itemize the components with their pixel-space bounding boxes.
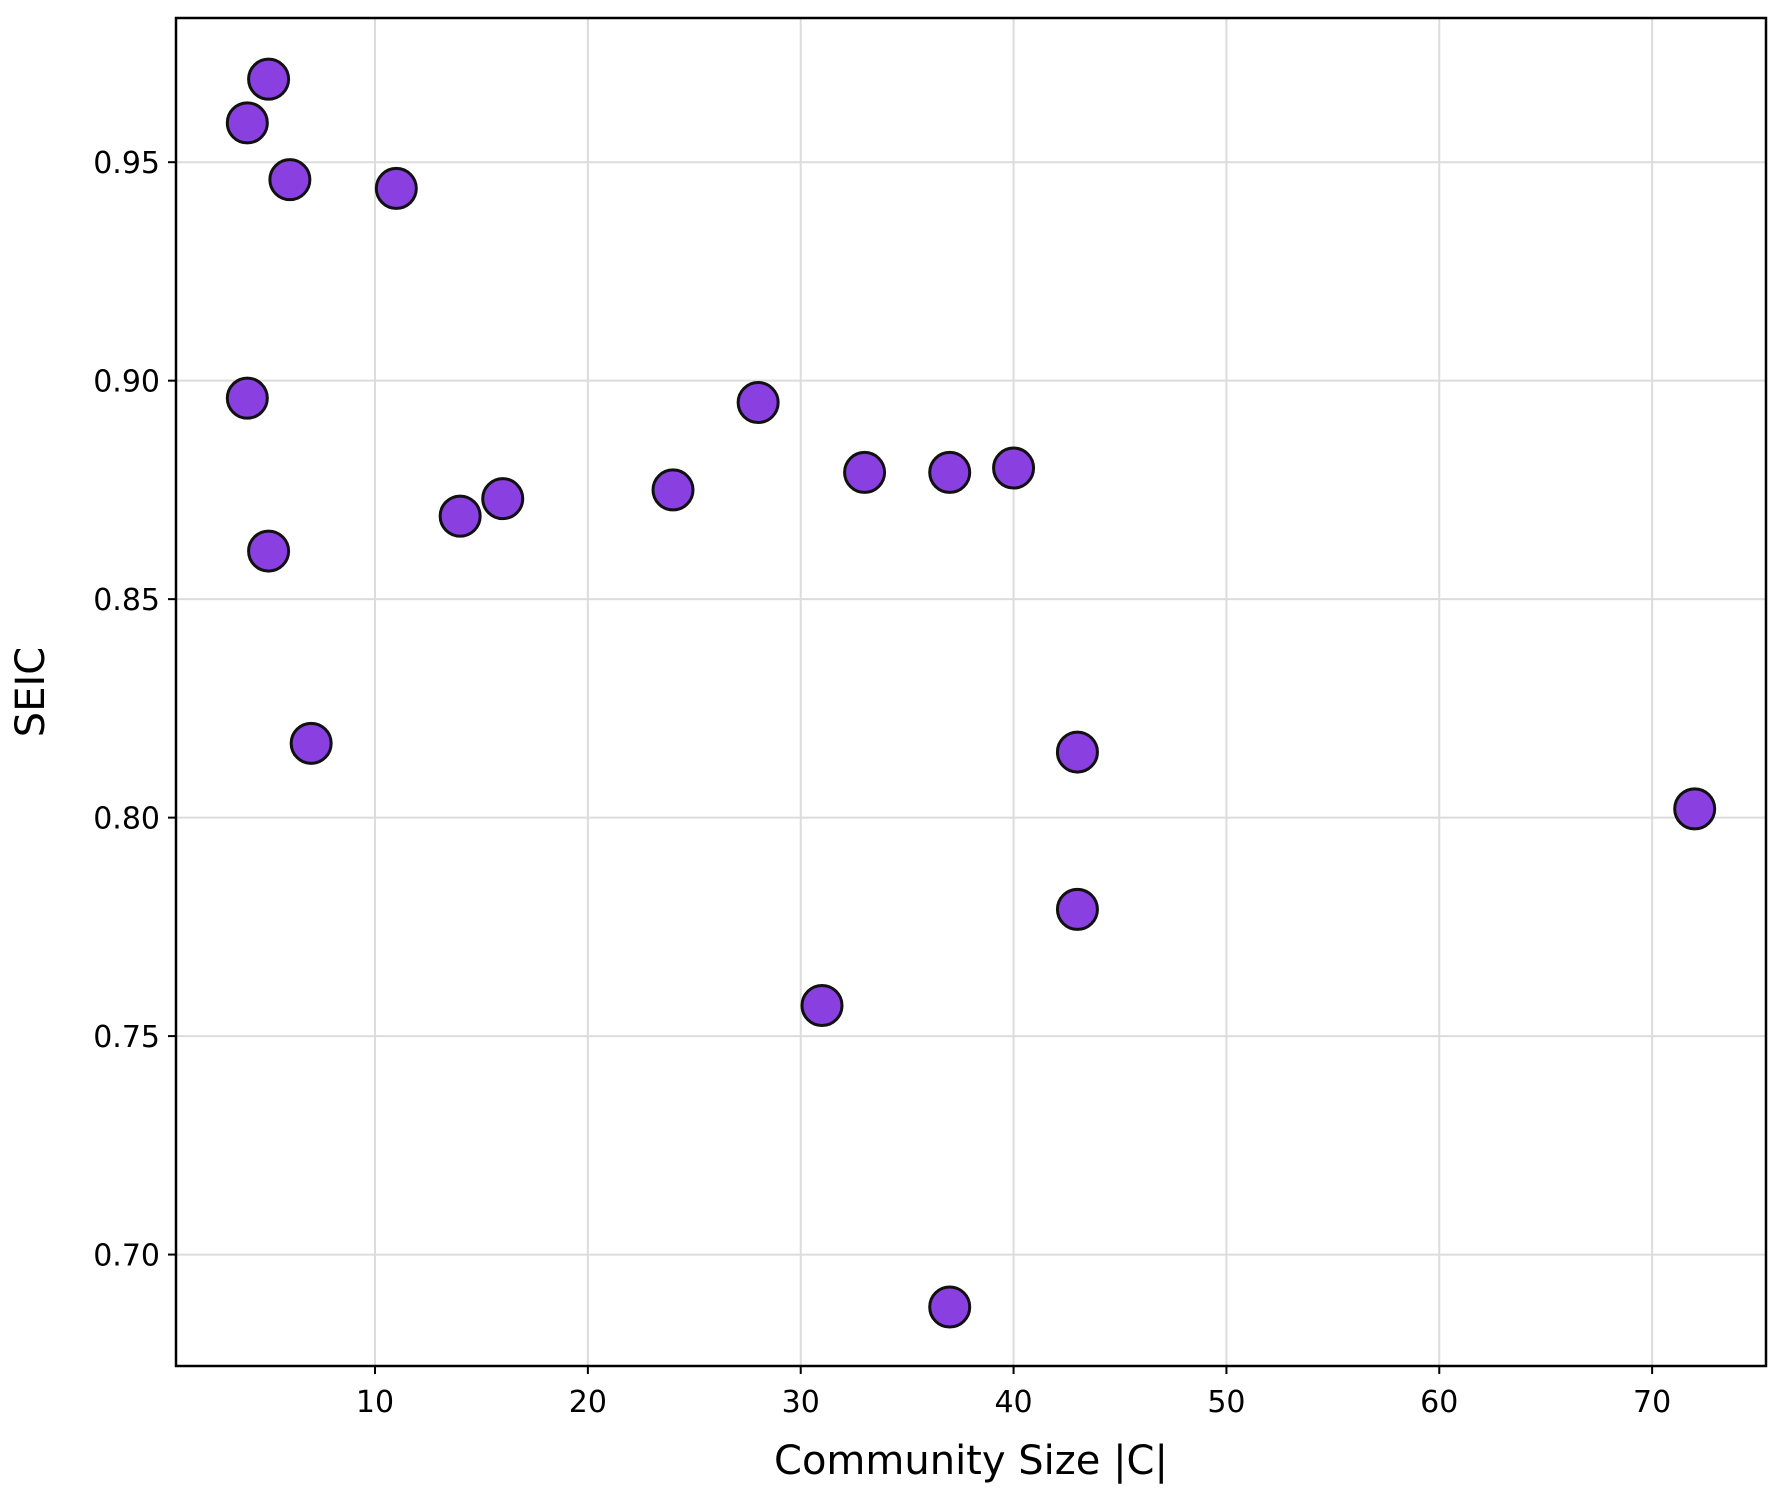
y-tick-label: 0.95 xyxy=(93,146,160,181)
data-point xyxy=(1055,887,1099,931)
x-tick-label: 40 xyxy=(994,1385,1032,1420)
y-tick-label: 0.70 xyxy=(93,1239,160,1274)
data-points xyxy=(225,57,1717,1329)
data-point xyxy=(843,450,887,494)
data-point xyxy=(225,376,269,420)
data-point xyxy=(268,158,312,202)
x-axis-ticks: 10 20 30 40 50 60 70 xyxy=(356,1366,1671,1420)
grid xyxy=(176,18,1766,1366)
data-point xyxy=(928,450,972,494)
data-point xyxy=(1673,787,1717,831)
y-tick-label: 0.90 xyxy=(93,365,160,400)
y-axis-label: SEIC xyxy=(8,647,54,737)
data-point xyxy=(736,381,780,425)
data-point xyxy=(247,529,291,573)
data-point xyxy=(928,1285,972,1329)
data-point xyxy=(800,984,844,1028)
x-tick-label: 20 xyxy=(569,1385,607,1420)
x-tick-label: 30 xyxy=(782,1385,820,1420)
y-tick-label: 0.80 xyxy=(93,802,160,837)
x-tick-label: 10 xyxy=(356,1385,394,1420)
data-point xyxy=(225,101,269,145)
data-point xyxy=(992,446,1036,490)
x-axis-label: Community Size |C| xyxy=(774,1438,1168,1484)
x-tick-label: 50 xyxy=(1207,1385,1245,1420)
y-tick-label: 0.85 xyxy=(93,583,160,618)
data-point xyxy=(438,494,482,538)
x-tick-label: 70 xyxy=(1633,1385,1671,1420)
x-tick-label: 60 xyxy=(1420,1385,1458,1420)
y-tick-label: 0.75 xyxy=(93,1020,160,1055)
y-axis-ticks: 0.70 0.75 0.80 0.85 0.90 0.95 xyxy=(93,146,176,1274)
data-point xyxy=(247,57,291,101)
plot-frame xyxy=(174,16,1768,1368)
data-point xyxy=(374,166,418,210)
data-point xyxy=(651,468,695,512)
data-point xyxy=(289,721,333,765)
data-point xyxy=(481,477,525,521)
data-point xyxy=(1055,730,1099,774)
